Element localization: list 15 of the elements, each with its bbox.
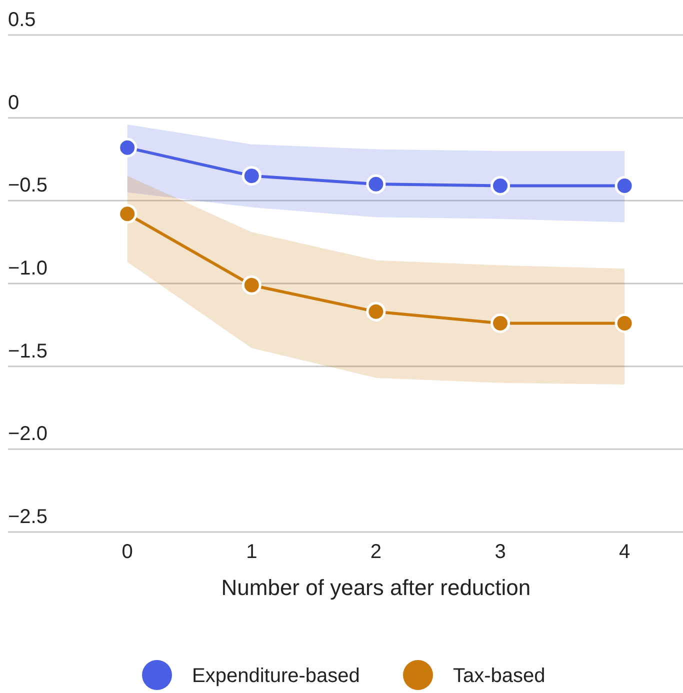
- x-tick-label: 3: [494, 541, 506, 563]
- x-tick-label: 4: [619, 541, 630, 563]
- y-tick-label: −1.5: [8, 340, 48, 362]
- y-tick-label: −2.5: [8, 506, 48, 528]
- legend-label: Tax-based: [453, 665, 546, 687]
- y-tick-label: 0: [8, 92, 20, 114]
- y-tick-label: 0.5: [8, 9, 36, 31]
- y-tick-label: −1.0: [8, 258, 48, 280]
- y-tick-label: −2.0: [8, 423, 48, 446]
- y-tick-label: −0.5: [8, 174, 48, 197]
- x-axis-title: Number of years after reduction: [221, 575, 531, 600]
- x-tick-label: 2: [370, 541, 382, 563]
- x-tick-label: 1: [246, 541, 258, 563]
- x-tick-label: 0: [122, 541, 133, 563]
- legend-label: Expenditure-based: [192, 665, 360, 687]
